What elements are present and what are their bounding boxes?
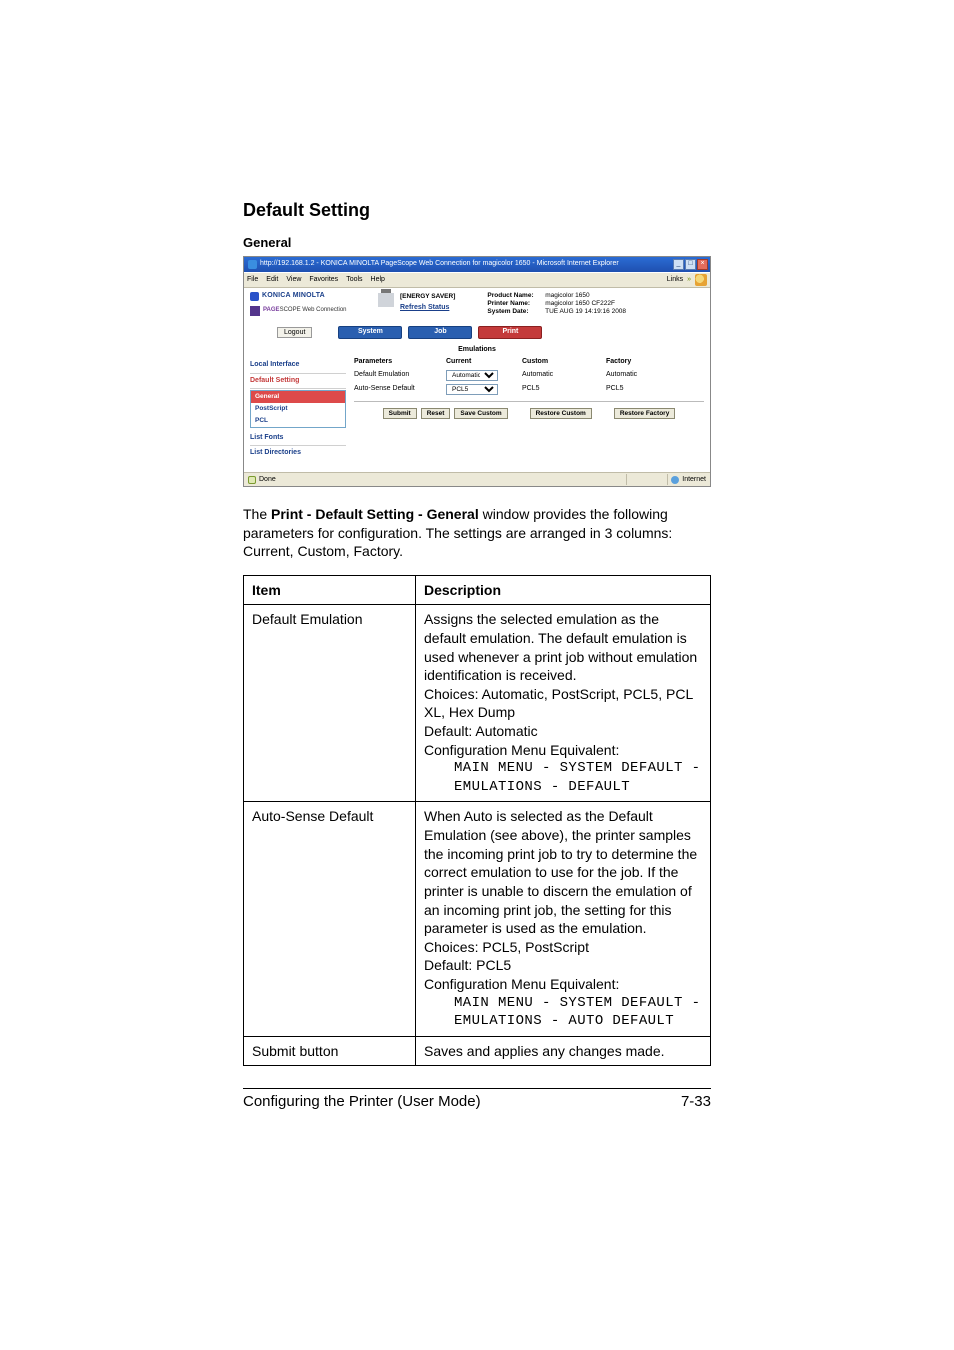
col-factory: Factory xyxy=(606,358,658,366)
sub-heading: General xyxy=(243,235,711,250)
km-logo-icon xyxy=(250,292,259,301)
subnav-general[interactable]: General xyxy=(251,391,345,403)
desc-autosense-default: When Auto is selected as the Default Emu… xyxy=(416,802,711,1036)
default-emulation-custom: Automatic xyxy=(522,371,586,379)
th-description: Description xyxy=(416,575,711,605)
desc-submit-button: Saves and applies any changes made. xyxy=(416,1036,711,1066)
browser-menubar: File Edit View Favorites Tools Help Link… xyxy=(244,272,710,288)
window-minimize-button[interactable]: _ xyxy=(673,259,684,270)
item-autosense-default: Auto-Sense Default xyxy=(244,802,416,1036)
nav-list-directories[interactable]: List Directories xyxy=(250,446,346,460)
footer-left: Configuring the Printer (User Mode) xyxy=(243,1093,481,1110)
desc-default-emulation: Assigns the selected emulation as the de… xyxy=(416,605,711,802)
footer-page-number: 7-33 xyxy=(681,1093,711,1110)
pagescope-label: PAGESCOPE Web Connection xyxy=(263,307,347,314)
printer-name-value: magicolor 1650 CF222F xyxy=(545,300,615,307)
nav-list-fonts[interactable]: List Fonts xyxy=(250,431,346,446)
th-item: Item xyxy=(244,575,416,605)
col-custom: Custom xyxy=(522,358,586,366)
reset-button[interactable]: Reset xyxy=(421,408,451,419)
status-internet: Internet xyxy=(682,476,706,484)
nav-local-interface[interactable]: Local Interface xyxy=(250,358,346,373)
internet-icon xyxy=(671,476,679,484)
system-date-value: TUE AUG 19 14:19:16 2008 xyxy=(545,308,626,315)
status-done: Done xyxy=(259,476,276,484)
menu-help[interactable]: Help xyxy=(371,276,385,284)
side-nav: Local Interface Default Setting General … xyxy=(250,358,346,460)
col-current: Current xyxy=(446,358,502,366)
nav-default-setting[interactable]: Default Setting xyxy=(250,374,346,389)
printer-icon xyxy=(378,293,394,307)
browser-window: http://192.168.1.2 - KONICA MINOLTA Page… xyxy=(243,256,711,487)
menu-tools[interactable]: Tools xyxy=(346,276,362,284)
pagescope-logo-icon xyxy=(250,306,260,316)
save-custom-button[interactable]: Save Custom xyxy=(454,408,507,419)
refresh-status-link[interactable]: Refresh Status xyxy=(400,304,455,312)
tab-job[interactable]: Job xyxy=(408,326,472,339)
system-date-label: System Date: xyxy=(487,308,543,316)
restore-factory-button[interactable]: Restore Factory xyxy=(614,408,676,419)
subnav-pcl[interactable]: PCL xyxy=(251,415,345,427)
menu-edit[interactable]: Edit xyxy=(266,276,278,284)
default-emulation-select[interactable]: Automatic xyxy=(446,370,498,381)
section-heading: Default Setting xyxy=(243,200,711,221)
menu-view[interactable]: View xyxy=(286,276,301,284)
default-emulation-factory: Automatic xyxy=(606,371,658,379)
item-default-emulation: Default Emulation xyxy=(244,605,416,802)
window-close-button[interactable]: × xyxy=(697,259,708,270)
window-titlebar: http://192.168.1.2 - KONICA MINOLTA Page… xyxy=(244,257,710,272)
autosense-factory: PCL5 xyxy=(606,385,658,393)
table-row: Default Emulation Assigns the selected e… xyxy=(244,605,711,802)
tab-print[interactable]: Print xyxy=(478,326,542,339)
printer-name-label: Printer Name: xyxy=(487,300,543,308)
chevron-right-icon: » xyxy=(687,276,691,284)
col-parameters: Parameters xyxy=(354,358,426,366)
autosense-select[interactable]: PCL5 xyxy=(446,384,498,395)
product-name-label: Product Name: xyxy=(487,292,543,300)
product-name-value: magicolor 1650 xyxy=(545,292,589,299)
autosense-custom: PCL5 xyxy=(522,385,586,393)
window-maximize-button[interactable]: □ xyxy=(685,259,696,270)
restore-custom-button[interactable]: Restore Custom xyxy=(530,408,592,419)
footer-rule xyxy=(243,1088,711,1089)
window-title: http://192.168.1.2 - KONICA MINOLTA Page… xyxy=(260,260,619,268)
links-label[interactable]: Links xyxy=(667,276,683,284)
subnav-postscript[interactable]: PostScript xyxy=(251,403,345,415)
tab-system[interactable]: System xyxy=(338,326,402,339)
panel-title: Emulations xyxy=(250,339,704,358)
table-row: Auto-Sense Default When Auto is selected… xyxy=(244,802,711,1036)
logout-button[interactable]: Logout xyxy=(277,327,312,338)
browser-status-bar: Done Internet xyxy=(244,472,710,486)
table-row: Submit button Saves and applies any chan… xyxy=(244,1036,711,1066)
menu-file[interactable]: File xyxy=(247,276,258,284)
description-table: Item Description Default Emulation Assig… xyxy=(243,575,711,1067)
brand-name: KONICA MINOLTA xyxy=(262,292,325,300)
ie-page-icon xyxy=(248,260,257,269)
done-icon xyxy=(248,476,256,484)
submit-button[interactable]: Submit xyxy=(383,408,417,419)
item-submit-button: Submit button xyxy=(244,1036,416,1066)
intro-paragraph: The Print - Default Setting - General wi… xyxy=(243,505,711,560)
menu-favorites[interactable]: Favorites xyxy=(309,276,338,284)
param-default-emulation-label: Default Emulation xyxy=(354,371,426,379)
param-autosense-label: Auto-Sense Default xyxy=(354,385,426,393)
ie-logo-icon xyxy=(695,274,707,286)
energy-saver-label: [ENERGY SAVER] xyxy=(400,293,455,301)
